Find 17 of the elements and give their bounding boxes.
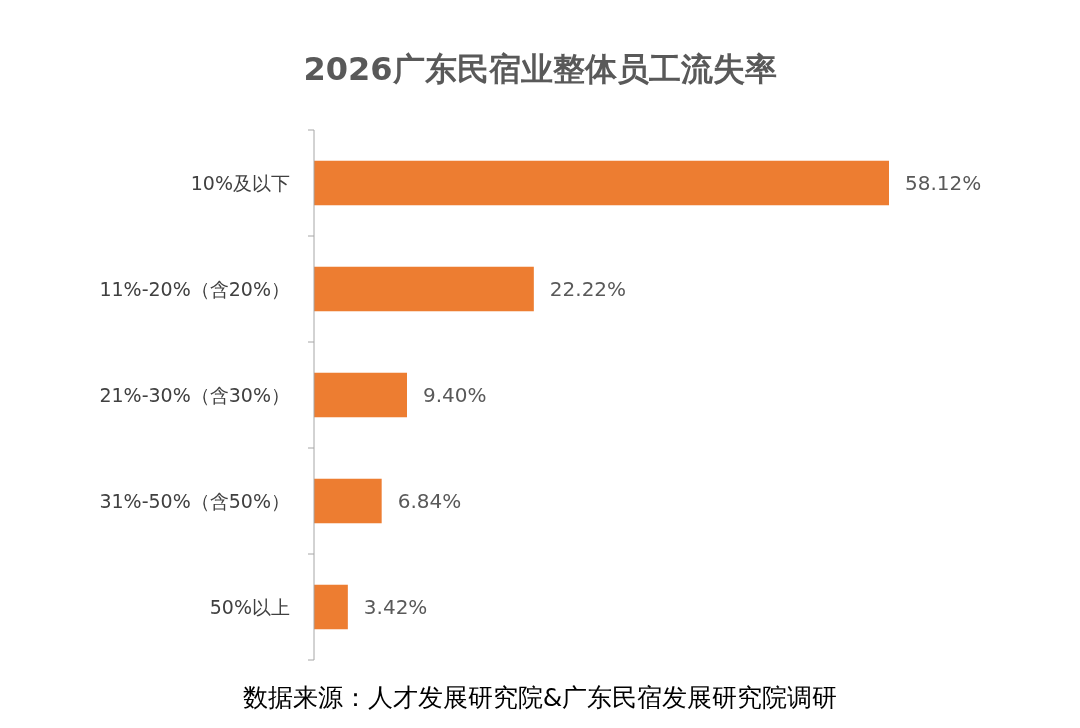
bar: [314, 584, 348, 630]
y-tick-label: 31%-50%（含50%）: [99, 489, 290, 512]
data-label: 9.40%: [423, 383, 487, 407]
data-label: 6.84%: [397, 489, 462, 513]
bar: [314, 372, 407, 418]
bar: [314, 478, 382, 524]
y-tick-label: 11%-20%（含20%）: [99, 277, 290, 300]
bar: [314, 266, 534, 312]
source-note: 数据来源：人才发展研究院&广东民宿发展研究院调研: [242, 683, 838, 712]
data-label: 3.42%: [363, 595, 428, 619]
y-tick-label: 50%以上: [209, 595, 290, 618]
bar: [314, 160, 889, 206]
y-tick-label: 21%-30%（含30%）: [99, 383, 290, 406]
data-label: 58.12%: [905, 171, 982, 195]
y-tick-label: 10%及以下: [190, 171, 290, 194]
chart-title: 2026广东民宿业整体员工流失率: [303, 50, 777, 88]
data-label: 22.22%: [549, 277, 627, 301]
